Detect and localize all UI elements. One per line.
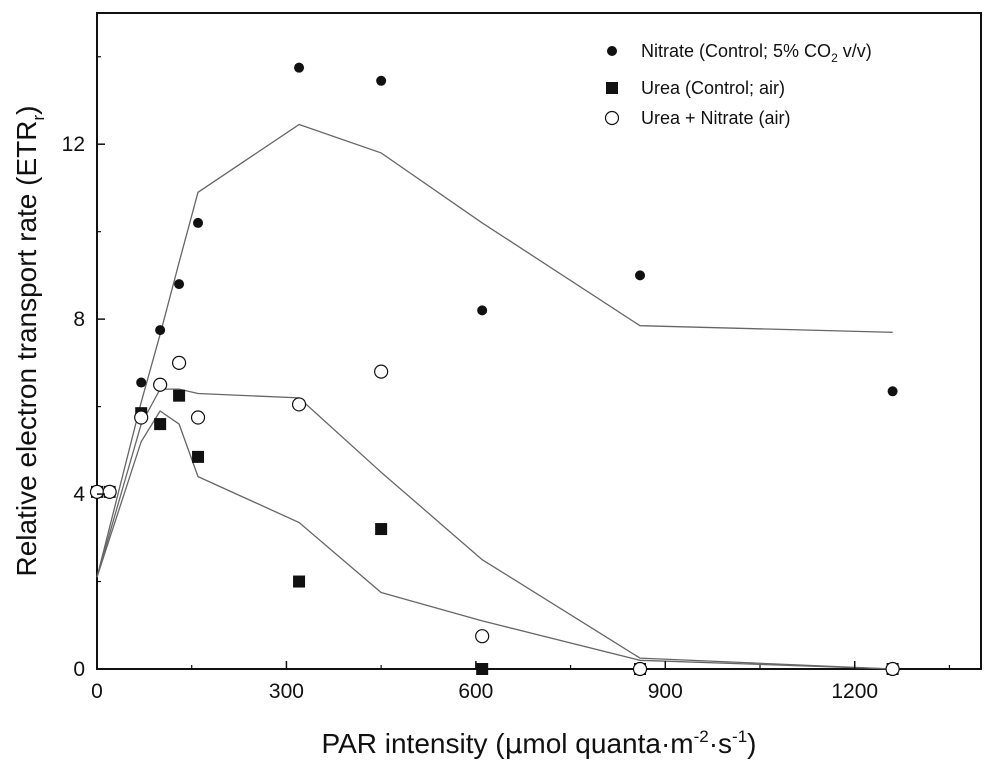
data-point-series-0 (477, 305, 488, 316)
data-point-series-2 (153, 377, 168, 392)
data-point-series-2 (134, 410, 149, 425)
legend: Nitrate (Control; 5% CO2 v/v) Urea (Cont… (604, 41, 872, 128)
plot-frame (96, 12, 982, 670)
data-point-series-0 (136, 377, 147, 388)
legend-swatch-series-0 (607, 46, 617, 56)
data-point-series-1 (293, 575, 306, 588)
data-point-series-0 (193, 217, 204, 228)
y-axis-title: Relative electron transport rate (ETRr) (11, 106, 48, 577)
data-point-series-0 (174, 279, 185, 290)
y-tick-label: 8 (73, 308, 85, 331)
x-tick-label: 900 (648, 680, 683, 703)
fit-line-series-1 (96, 410, 893, 670)
x-axis: 0 300 600 900 1200 (91, 661, 951, 703)
data-point-series-0 (294, 62, 305, 73)
y-axis: 0 4 8 12 (62, 56, 105, 681)
data-point-series-2 (171, 355, 187, 370)
y-tick-label: 0 (73, 658, 85, 681)
data-point-series-2 (190, 410, 206, 425)
data-point-series-1 (375, 523, 388, 536)
data-point-series-0 (376, 75, 387, 86)
legend-entry-urea-nitrate: Urea + Nitrate (air) (641, 108, 791, 128)
data-point-series-0 (635, 270, 646, 281)
fit-lines (96, 123, 893, 670)
data-point-series-1 (154, 418, 167, 431)
x-tick-label: 600 (458, 680, 493, 703)
legend-swatch-series-2 (604, 110, 620, 126)
legend-entry-urea: Urea (Control; air) (641, 78, 785, 98)
data-point-series-0 (155, 325, 166, 336)
x-tick-label: 300 (269, 680, 304, 703)
data-point-series-2 (89, 484, 105, 499)
fit-line-series-0 (96, 123, 893, 578)
fit-line-series-2 (96, 388, 893, 670)
x-axis-title: PAR intensity (μmol quanta·m-2·s-1) (321, 727, 756, 760)
data-point-series-2 (475, 629, 490, 644)
y-tick-label: 12 (62, 133, 85, 156)
data-markers (89, 62, 900, 677)
data-point-series-2 (632, 661, 648, 677)
x-tick-label: 1200 (831, 680, 878, 703)
data-point-series-2 (374, 364, 389, 379)
data-point-series-1 (192, 450, 205, 463)
x-tick-label: 0 (91, 680, 103, 703)
legend-swatches (604, 46, 620, 126)
legend-entry-nitrate: Nitrate (Control; 5% CO2 v/v) (641, 41, 872, 65)
data-point-series-2 (291, 397, 307, 412)
data-point-series-2 (102, 484, 117, 499)
data-point-series-1 (476, 663, 489, 675)
y-tick-label: 4 (73, 483, 85, 506)
legend-swatch-series-1 (606, 82, 618, 94)
data-point-series-1 (173, 389, 186, 402)
data-point-series-0 (887, 386, 898, 397)
data-point-series-2 (885, 661, 900, 677)
